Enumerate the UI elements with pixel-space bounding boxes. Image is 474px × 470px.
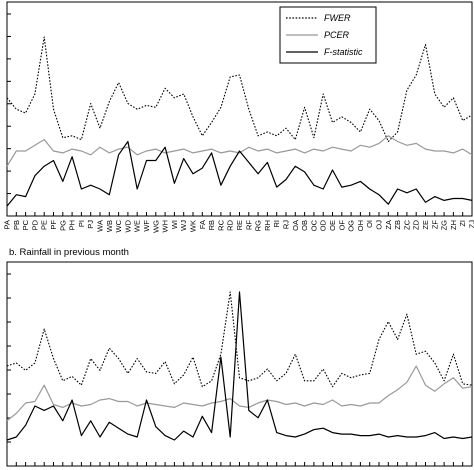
legend-label: FWER	[324, 13, 351, 23]
x-tick-label: OE	[328, 220, 337, 231]
series-line-f-statistic	[6, 291, 473, 441]
x-tick-label: PH	[68, 220, 77, 230]
x-tick-label: WI	[170, 220, 179, 229]
x-tick-label: PD	[30, 219, 39, 230]
series-line-fwer	[6, 36, 473, 143]
x-tick-label: WE	[133, 220, 142, 232]
x-tick-label: ZA	[384, 220, 393, 230]
x-tick-label: PF	[49, 220, 58, 230]
x-tick-label: OA	[291, 220, 300, 231]
plot-frame	[6, 1, 473, 217]
legend: FWER PCER F-statistic	[279, 6, 377, 64]
series-line-f-statistic	[6, 140, 473, 207]
x-tick-label: WF	[142, 220, 151, 232]
x-tick-label: OB	[300, 220, 309, 231]
x-tick-label: ZI	[458, 220, 467, 227]
x-tick-label: RI	[272, 220, 281, 228]
x-tick-label: RD	[226, 219, 235, 230]
legend-label: PCER	[324, 30, 350, 40]
x-tick-label: ZH	[449, 220, 458, 230]
x-tick-label: OD	[319, 219, 328, 231]
x-tick-label: FA	[198, 220, 207, 229]
x-tick-label: OH	[356, 220, 365, 231]
x-tick-label: OG	[347, 220, 356, 232]
panel-a: PA PB PC PD PE PF PG PH PI PJ WA WB WC WD WE WF WG WH WI WJ…	[3, 1, 474, 233]
series-line-pcer	[6, 365, 473, 422]
x-tick-label: OF	[337, 220, 346, 231]
series-line-fwer	[6, 291, 473, 388]
x-tick-label: RH	[263, 220, 272, 231]
panel-b: PAPBPCPDPEPFPGPHPIPJWAWBWCWDWEWFWGWHWIWJ…	[6, 261, 474, 470]
x-tick-label: RE	[235, 220, 244, 230]
x-tick-label: WB	[105, 220, 114, 232]
x-tick-label: RC	[216, 219, 225, 230]
x-tick-label: PE	[40, 220, 49, 230]
x-tick-label: PC	[21, 219, 30, 230]
x-tick-label: WJ	[179, 220, 188, 231]
x-tick-label: OJ	[375, 220, 384, 230]
legend-label: F-statistic	[324, 47, 363, 57]
x-tick-label: ZE	[421, 220, 430, 230]
x-tick-label: ZC	[402, 219, 411, 230]
x-tick-label: RJ	[282, 220, 291, 229]
x-tick-label: RB	[207, 220, 216, 230]
x-tick-label: WH	[161, 220, 170, 233]
x-tick-label: WK	[189, 220, 198, 232]
x-tick-label: WD	[123, 219, 132, 232]
x-tick-label: ZG	[440, 220, 449, 231]
x-tick-label: PG	[58, 220, 67, 231]
x-tick-label: OI	[365, 220, 374, 228]
x-tick-label: WG	[151, 220, 160, 233]
x-tick-label: ZF	[430, 220, 439, 230]
series-line-pcer	[6, 135, 473, 167]
x-tick-label: PJ	[86, 220, 95, 229]
x-tick-label: ZJ	[468, 220, 474, 229]
x-tick-label: OC	[309, 219, 318, 231]
x-tick-label: ZB	[393, 220, 402, 230]
x-tick-label: PI	[77, 220, 86, 227]
x-tick-label: RG	[254, 220, 263, 231]
x-tick-label: PB	[12, 220, 21, 230]
x-tick-label: RF	[244, 220, 253, 230]
panel-title: b. Rainfall in previous month	[9, 247, 129, 258]
x-tick-label: WC	[114, 219, 123, 232]
x-tick-label: ZD	[412, 219, 421, 230]
x-tick-label: WA	[96, 220, 105, 232]
x-tick-label: PA	[3, 220, 12, 229]
